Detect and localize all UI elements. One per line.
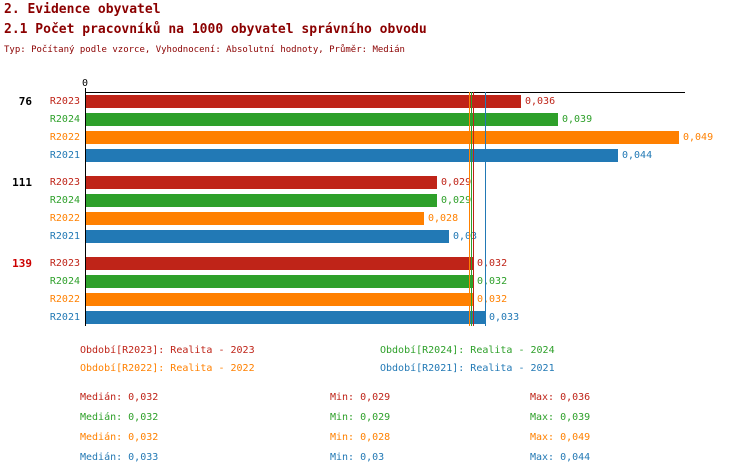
group-label: 139 bbox=[12, 257, 32, 270]
bar-value-label: 0,032 bbox=[477, 258, 508, 269]
stat-min-r2022: Min: 0,028 bbox=[330, 432, 391, 443]
stat-min-r2024: Min: 0,029 bbox=[330, 412, 391, 423]
stat-max-r2022: Max: 0,049 bbox=[530, 432, 591, 443]
stat-max-r2021: Max: 0,044 bbox=[530, 452, 591, 463]
group-label: 111 bbox=[12, 176, 32, 189]
bar-series-label: R2021 bbox=[49, 312, 80, 323]
bar-value-label: 0,033 bbox=[489, 312, 520, 323]
bar-series-label: R2022 bbox=[49, 294, 80, 305]
stat-median-r2022: Medián: 0,032 bbox=[80, 432, 159, 443]
bar-r2021 bbox=[85, 149, 618, 162]
section-title: 2.1 Počet pracovníků na 1000 obyvatel sp… bbox=[4, 22, 427, 37]
bar-r2023 bbox=[85, 257, 473, 270]
median-line-r2021 bbox=[485, 92, 486, 326]
bar-r2022 bbox=[85, 212, 424, 225]
chart-meta: Typ: Počítaný podle vzorce, Vyhodnocení:… bbox=[4, 45, 405, 55]
bar-r2023 bbox=[85, 95, 521, 108]
bar-value-label: 0,028 bbox=[428, 213, 459, 224]
stat-max-r2023: Max: 0,036 bbox=[530, 392, 591, 403]
bar-value-label: 0,044 bbox=[622, 150, 653, 161]
bar-r2022 bbox=[85, 131, 679, 144]
group-label: 76 bbox=[18, 95, 32, 108]
legend: Období[R2023]: Realita - 2023 Období[R20… bbox=[0, 342, 750, 384]
median-line-r2024 bbox=[471, 92, 472, 326]
bar-r2024 bbox=[85, 113, 558, 126]
bar-value-label: 0,029 bbox=[441, 177, 472, 188]
stat-max-r2024: Max: 0,039 bbox=[530, 412, 591, 423]
bar-series-label: R2021 bbox=[49, 231, 80, 242]
legend-item-r2023: Období[R2023]: Realita - 2023 bbox=[80, 345, 255, 356]
report-title: 2. Evidence obyvatel bbox=[4, 2, 161, 17]
stat-median-r2024: Medián: 0,032 bbox=[80, 412, 159, 423]
bar-r2022 bbox=[85, 293, 473, 306]
bar-series-label: R2023 bbox=[49, 177, 80, 188]
bar-value-label: 0,029 bbox=[441, 195, 472, 206]
bar-series-label: R2024 bbox=[49, 114, 80, 125]
bar-series-label: R2023 bbox=[49, 258, 80, 269]
bar-r2021 bbox=[85, 230, 449, 243]
bar-series-label: R2022 bbox=[49, 213, 80, 224]
bar-value-label: 0,032 bbox=[477, 276, 508, 287]
legend-item-r2022: Období[R2022]: Realita - 2022 bbox=[80, 363, 255, 374]
bar-value-label: 0,032 bbox=[477, 294, 508, 305]
x-axis-origin-label: 0 bbox=[81, 78, 89, 89]
bar-series-label: R2023 bbox=[49, 96, 80, 107]
bar-series-label: R2024 bbox=[49, 276, 80, 287]
bar-series-label: R2024 bbox=[49, 195, 80, 206]
bar-value-label: 0,036 bbox=[525, 96, 556, 107]
stats-table: Medián: 0,032 Min: 0,029 Max: 0,036 Medi… bbox=[0, 390, 750, 474]
stat-median-r2021: Medián: 0,033 bbox=[80, 452, 159, 463]
bar-value-label: 0,049 bbox=[683, 132, 714, 143]
stat-min-r2021: Min: 0,03 bbox=[330, 452, 385, 463]
median-line-r2022 bbox=[469, 92, 470, 326]
stat-min-r2023: Min: 0,029 bbox=[330, 392, 391, 403]
x-axis-origin-tick bbox=[85, 88, 86, 92]
bar-value-label: 0,03 bbox=[453, 231, 478, 242]
stat-median-r2023: Medián: 0,032 bbox=[80, 392, 159, 403]
y-axis-line bbox=[85, 92, 86, 326]
bar-chart: 76 R2023 0,036 R2024 0,039 R2022 0,049 R2021 0,0… bbox=[0, 78, 750, 340]
bar-series-label: R2022 bbox=[49, 132, 80, 143]
median-line-r2023 bbox=[473, 92, 474, 326]
legend-item-r2024: Období[R2024]: Realita - 2024 bbox=[380, 345, 555, 356]
x-axis-line bbox=[85, 92, 685, 93]
bar-r2023 bbox=[85, 176, 437, 189]
bar-series-label: R2021 bbox=[49, 150, 80, 161]
legend-item-r2021: Období[R2021]: Realita - 2021 bbox=[380, 363, 555, 374]
bar-r2024 bbox=[85, 194, 437, 207]
bar-r2021 bbox=[85, 311, 485, 324]
bar-value-label: 0,039 bbox=[562, 114, 593, 125]
bar-r2024 bbox=[85, 275, 473, 288]
